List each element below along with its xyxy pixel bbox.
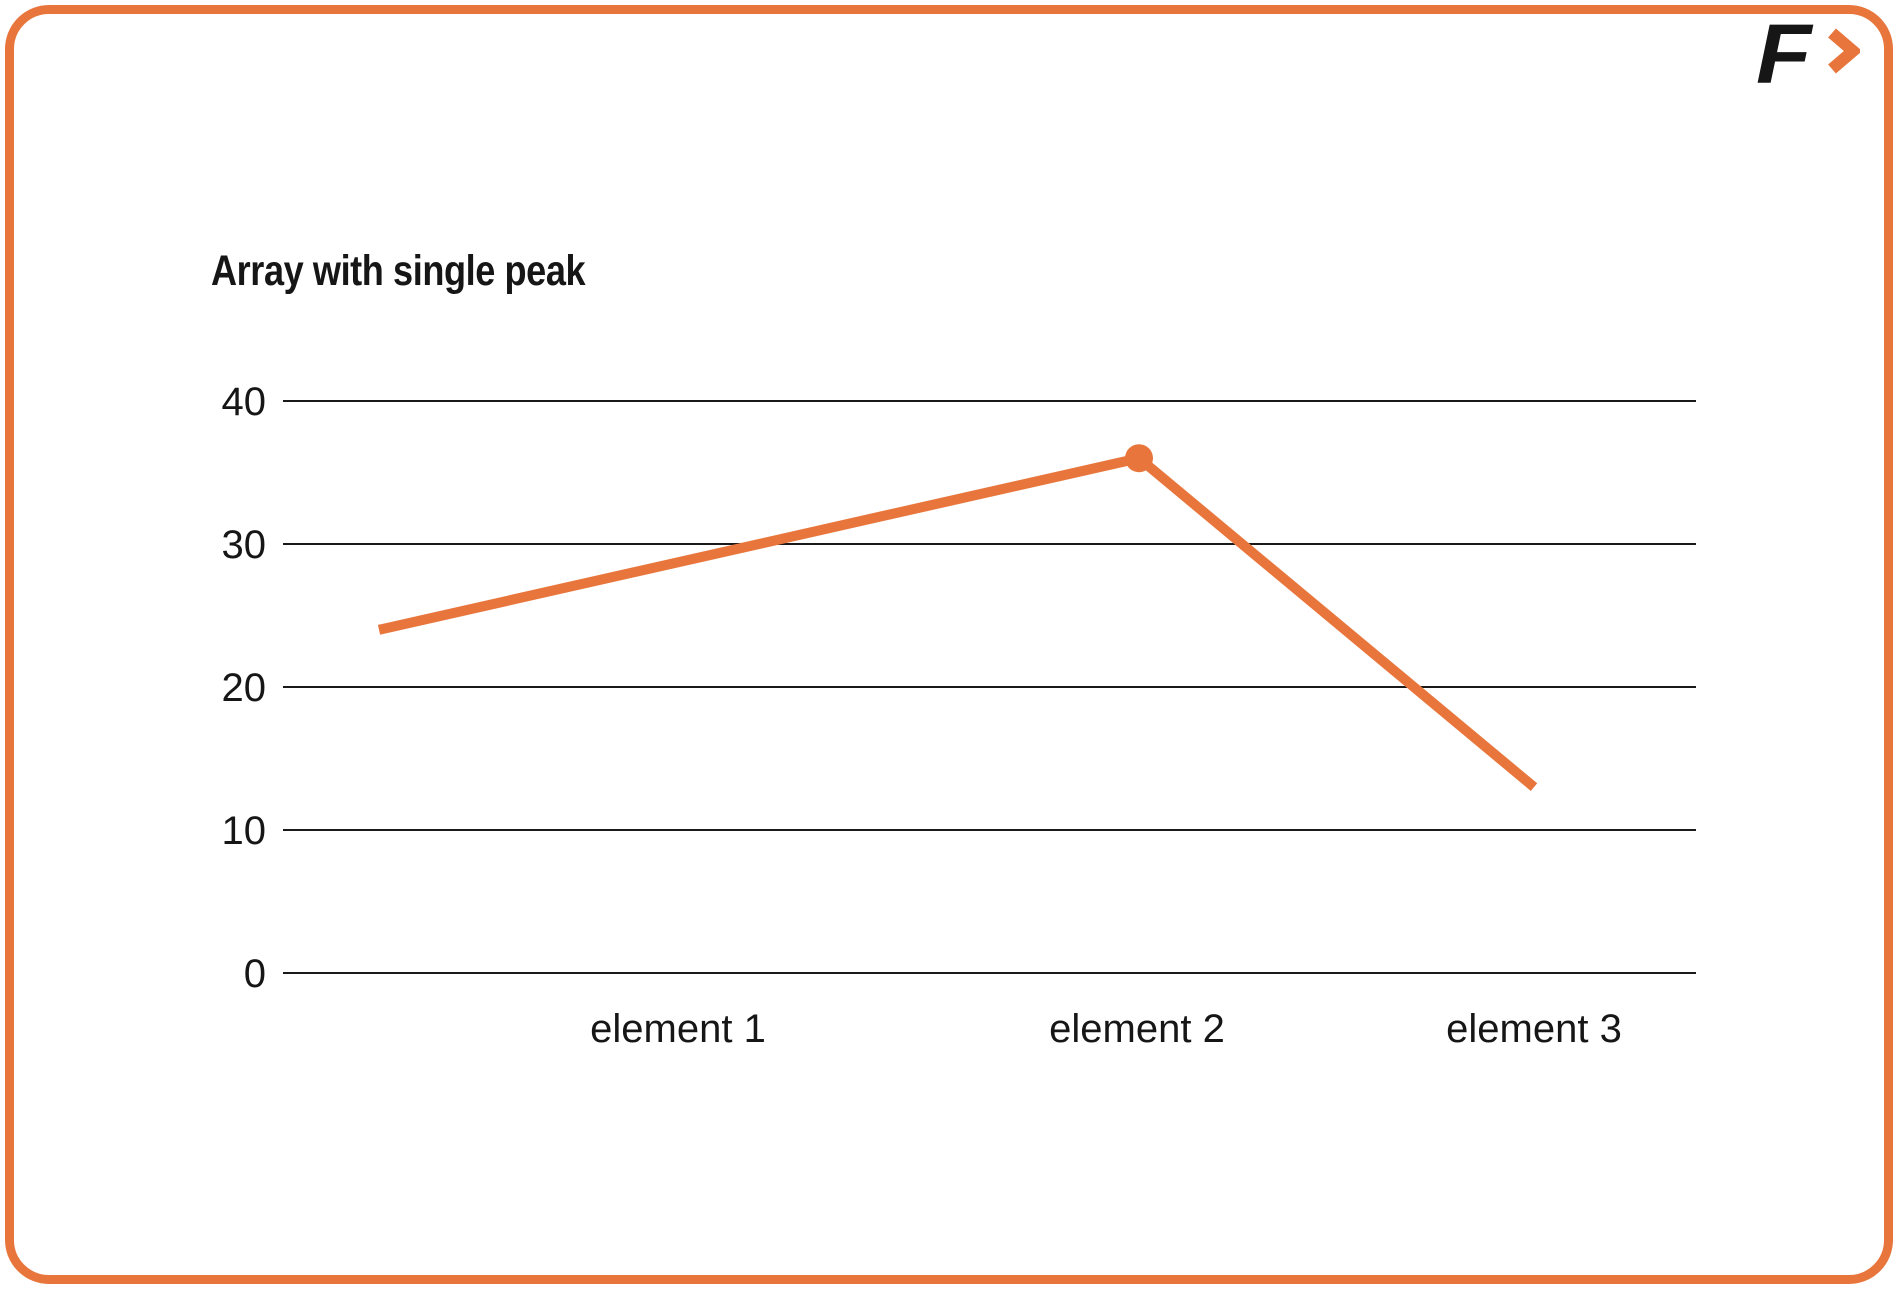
chart-title: Array with single peak	[211, 247, 586, 295]
y-tick-label: 20	[222, 666, 267, 710]
y-tick-label: 30	[222, 523, 267, 567]
y-tick-label: 10	[222, 809, 267, 853]
chevron-right-icon	[1828, 28, 1860, 74]
x-tick-label: element 3	[1446, 1007, 1622, 1051]
x-tick-label: element 2	[1049, 1007, 1225, 1051]
y-tick-label: 0	[244, 952, 266, 996]
logo: F	[1756, 12, 1868, 98]
x-tick-label: element 1	[590, 1007, 766, 1051]
peak-marker	[1125, 444, 1153, 473]
y-tick-label: 40	[222, 380, 267, 424]
logo-letter: F	[1756, 7, 1811, 101]
data-line	[377, 452, 1538, 791]
